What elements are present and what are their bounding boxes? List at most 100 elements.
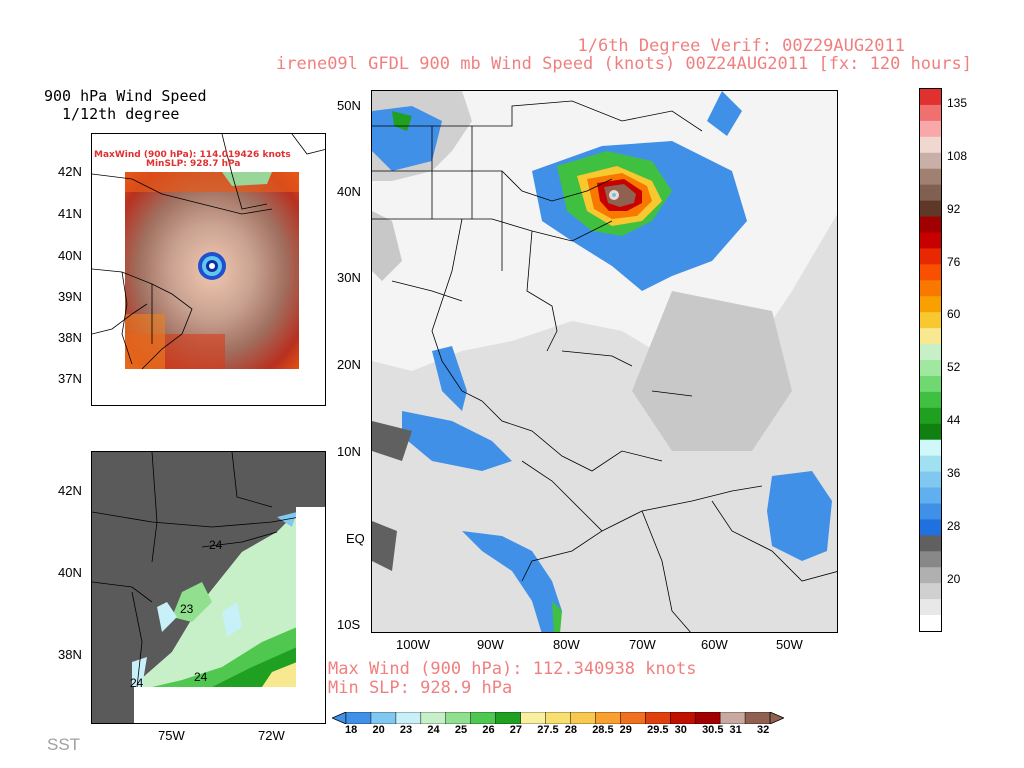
sst-colorbar-swatch xyxy=(445,712,472,724)
wind-colorbar-swatch xyxy=(920,439,941,457)
sst-colorbar-left-arrow xyxy=(332,712,347,724)
sst-colorbar-label: 23 xyxy=(399,724,413,736)
wind-colorbar-swatch xyxy=(920,455,941,473)
sst-colorbar-swatch xyxy=(420,712,447,724)
wind-colorbar-swatch xyxy=(920,519,941,536)
inset-top-lat-40n: 40N xyxy=(58,248,82,263)
sst-colorbar-swatch xyxy=(620,712,646,724)
inset-bottom-lon-75w: 75W xyxy=(158,728,185,743)
sst-colorbar xyxy=(332,712,784,724)
main-lat-10n: 10N xyxy=(337,444,361,459)
wind-cb-label-135: 135 xyxy=(947,96,968,110)
inset-top-title: 900 hPa Wind Speed xyxy=(44,87,207,105)
sst-colorbar-label: 27 xyxy=(509,724,523,736)
wind-colorbar-swatch xyxy=(920,360,941,377)
wind-colorbar-swatch xyxy=(920,248,941,265)
main-wind-map xyxy=(372,91,837,632)
inset-bottom-lat-40n: 40N xyxy=(58,565,82,580)
sst-colorbar-swatch xyxy=(470,712,497,724)
main-lon-50w: 50W xyxy=(776,637,803,652)
inset-top-lat-38n: 38N xyxy=(58,330,82,345)
sst-colorbar-label: 25 xyxy=(454,724,468,736)
main-lon-80w: 80W xyxy=(553,637,580,652)
wind-colorbar-swatch xyxy=(920,89,941,106)
main-lat-30n: 30N xyxy=(337,270,361,285)
inset-top-wind-map xyxy=(92,134,325,370)
sst-colorbar-label: 18 xyxy=(345,724,358,736)
main-lon-90w: 90W xyxy=(477,637,504,652)
sst-contour-label-1: 24 xyxy=(209,538,223,552)
wind-colorbar-swatch xyxy=(920,344,941,361)
inset-bottom-lon-72w: 72W xyxy=(258,728,285,743)
wind-colorbar-swatch xyxy=(920,104,941,122)
wind-cb-label-52: 52 xyxy=(947,360,961,374)
main-wind-map-panel xyxy=(371,90,838,633)
inset-top-subtitle: 1/12th degree xyxy=(62,105,180,123)
inset-top-maxwind: MaxWind (900 hPa): 114.019426 knots xyxy=(94,150,291,160)
wind-colorbar-swatch xyxy=(920,471,941,489)
wind-colorbar-swatch xyxy=(920,184,941,202)
sst-colorbar-label: 20 xyxy=(372,724,385,736)
sst-contour-label-3: 23 xyxy=(180,602,194,616)
sst-contour-label-4: 24 xyxy=(130,676,144,690)
main-lat-eq: EQ xyxy=(346,531,365,546)
wind-colorbar-swatch xyxy=(920,264,941,281)
wind-colorbar-swatch xyxy=(920,136,941,154)
wind-colorbar-swatch xyxy=(920,328,941,345)
wind-colorbar-swatch xyxy=(920,168,941,186)
sst-colorbar-swatch xyxy=(719,712,746,724)
main-lon-70w: 70W xyxy=(629,637,656,652)
main-min-slp: Min SLP: 928.9 hPa xyxy=(328,678,513,698)
sst-colorbar-swatch xyxy=(694,712,721,724)
sst-colorbar-right-arrow xyxy=(769,712,784,724)
sst-colorbar-swatch xyxy=(570,712,597,724)
inset-top-wind-panel: MaxWind (900 hPa): 114.019426 knots MinS… xyxy=(91,133,326,406)
wind-colorbar-swatch xyxy=(920,280,941,297)
sst-colorbar-swatch xyxy=(395,712,422,724)
wind-colorbar-swatch xyxy=(920,296,941,313)
sst-colorbar-label: 28 xyxy=(564,724,577,736)
wind-cb-label-92: 92 xyxy=(947,202,961,216)
wind-colorbar-swatch xyxy=(920,391,941,409)
wind-colorbar-swatch xyxy=(920,152,941,170)
wind-colorbar-swatch xyxy=(920,615,941,632)
sst-contour-label-2: 24 xyxy=(194,670,208,684)
sst-colorbar-label: 31 xyxy=(729,724,742,736)
wind-cb-label-20: 20 xyxy=(947,572,961,586)
sst-colorbar-swatch xyxy=(520,712,547,724)
sst-colorbar-label: 24 xyxy=(427,724,440,736)
inset-bottom-lat-42n: 42N xyxy=(58,483,82,498)
wind-colorbar-swatch xyxy=(920,551,941,568)
main-lat-10s: 10S xyxy=(337,617,361,632)
inset-top-lat-39n: 39N xyxy=(58,289,82,304)
main-lat-50n: 50N xyxy=(337,98,361,113)
wind-colorbar-swatch xyxy=(920,487,941,504)
sst-colorbar-swatch xyxy=(744,712,771,724)
sst-colorbar-label: 30 xyxy=(674,724,687,736)
main-lon-60w: 60W xyxy=(701,637,728,652)
wind-colorbar-swatch xyxy=(920,407,941,425)
sst-colorbar-label: 29 xyxy=(619,724,632,736)
sst-colorbar-label: 27.5 xyxy=(537,724,559,736)
sst-colorbar-swatch xyxy=(370,712,397,724)
wind-cb-label-108: 108 xyxy=(947,149,968,163)
sst-colorbar-label: 32 xyxy=(757,724,770,736)
wind-colorbar-swatch xyxy=(920,599,941,616)
inset-bottom-sst-panel: 24 24 23 24 xyxy=(91,451,326,724)
wind-colorbar-swatch xyxy=(920,567,941,584)
main-lat-40n: 40N xyxy=(337,184,361,199)
wind-cb-label-60: 60 xyxy=(947,307,961,321)
sst-colorbar-label: 29.5 xyxy=(647,724,669,736)
inset-bottom-caption: SST xyxy=(47,735,81,754)
wind-cb-label-36: 36 xyxy=(947,466,961,480)
wind-colorbar-swatches xyxy=(920,89,941,632)
sst-colorbar-swatch xyxy=(545,712,572,724)
sst-colorbar-label: 30.5 xyxy=(702,724,724,736)
wind-colorbar xyxy=(919,88,942,632)
wind-colorbar-swatch xyxy=(920,535,941,552)
wind-colorbar-swatch xyxy=(920,232,941,249)
inset-top-minslp: MinSLP: 928.7 hPa xyxy=(146,159,241,169)
wind-cb-label-44: 44 xyxy=(947,413,961,427)
sst-colorbar-swatch xyxy=(495,712,522,724)
inset-top-lat-37n: 37N xyxy=(58,371,82,386)
